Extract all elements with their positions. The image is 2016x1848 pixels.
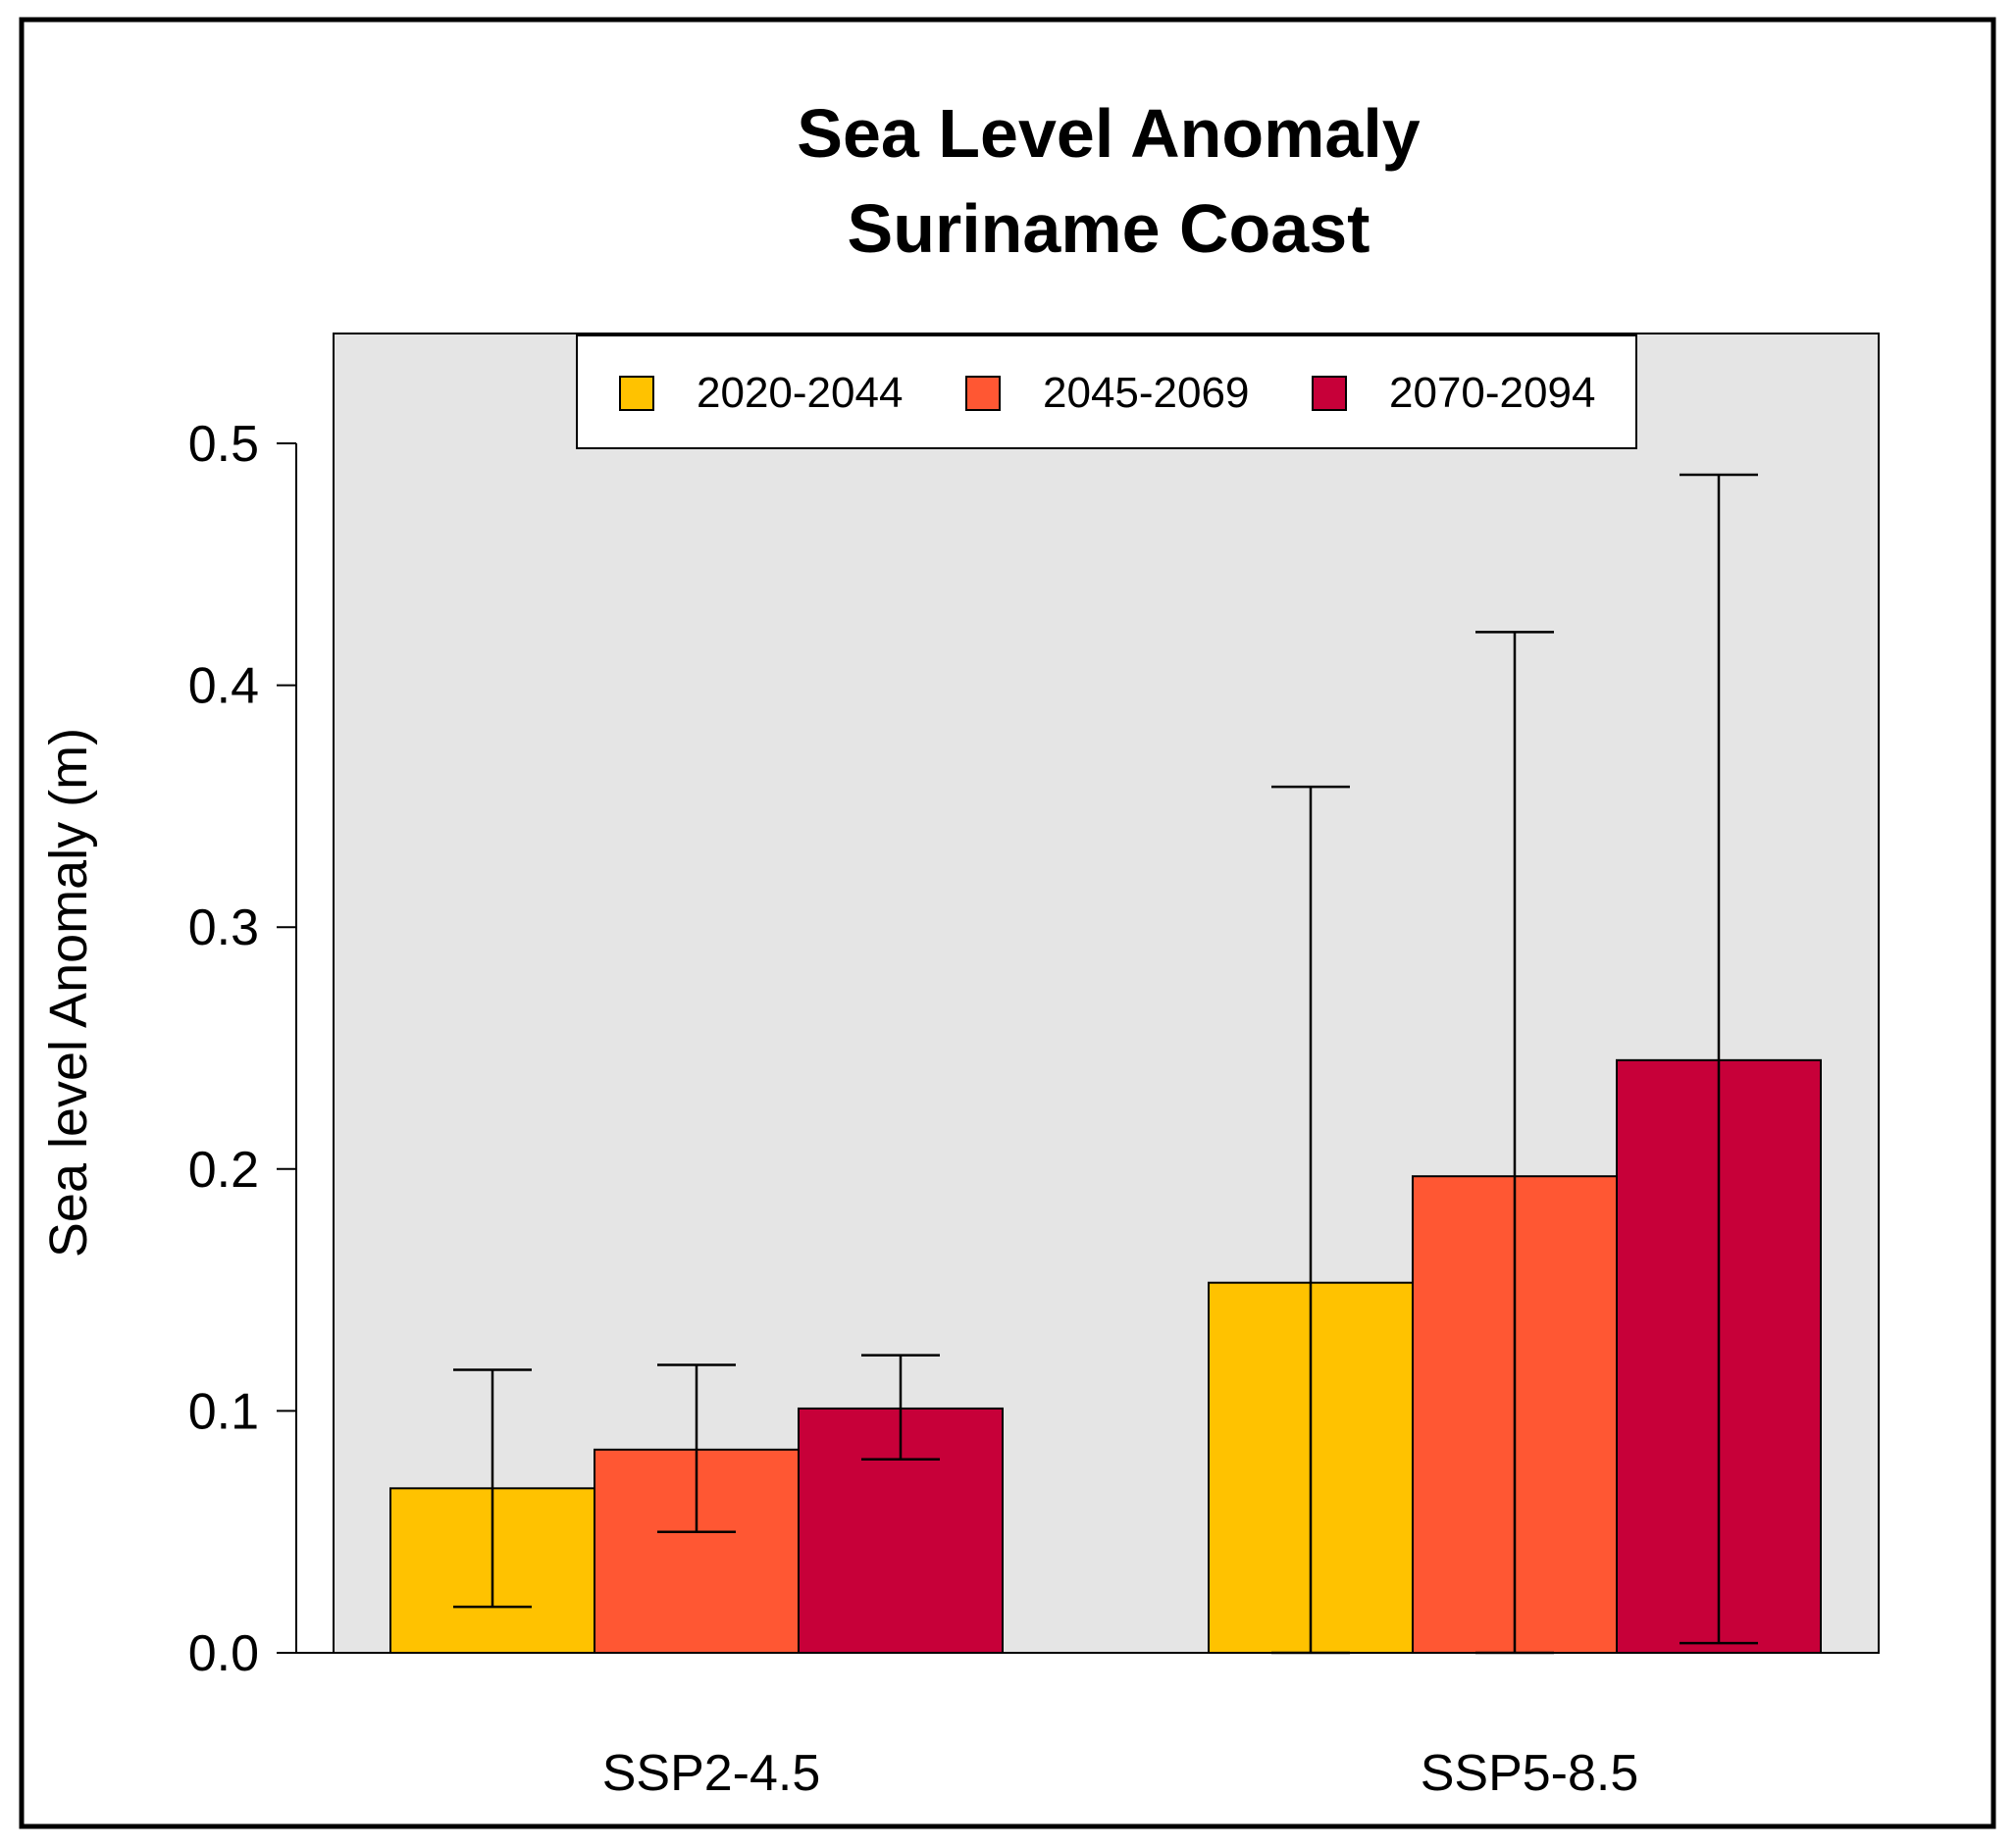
x-category-label: SSP5-8.5 (1421, 1745, 1639, 1802)
legend-swatch (1312, 376, 1347, 411)
legend-swatch (965, 376, 1001, 411)
legend-label: 2020-2044 (697, 369, 903, 417)
y-tick-label: 0.4 (188, 658, 259, 715)
y-axis: 0.0 0.1 0.2 0.3 0.4 0.5 (188, 416, 1879, 1682)
legend: 2020-2044 2045-2069 2070-2094 (576, 334, 1637, 449)
chart-subtitle: Suriname Coast (848, 190, 1370, 267)
legend-label: 2070-2094 (1389, 369, 1595, 417)
x-axis-labels: SSP2-4.5 SSP5-8.5 (602, 1745, 1639, 1802)
x-category-label: SSP2-4.5 (602, 1745, 821, 1802)
y-tick-label: 0.0 (188, 1625, 259, 1682)
chart-title: Sea Level Anomaly (797, 95, 1421, 172)
error-bars-group (453, 473, 1758, 1655)
y-tick-label: 0.2 (188, 1142, 259, 1199)
legend-label: 2045-2069 (1043, 369, 1249, 417)
legend-box (576, 334, 1637, 449)
y-tick-label: 0.1 (188, 1383, 259, 1440)
y-tick-label: 0.3 (188, 899, 259, 956)
legend-swatch (619, 376, 654, 411)
y-axis-label: Sea level Anomaly (m) (39, 728, 98, 1258)
y-tick-label: 0.5 (188, 416, 259, 473)
